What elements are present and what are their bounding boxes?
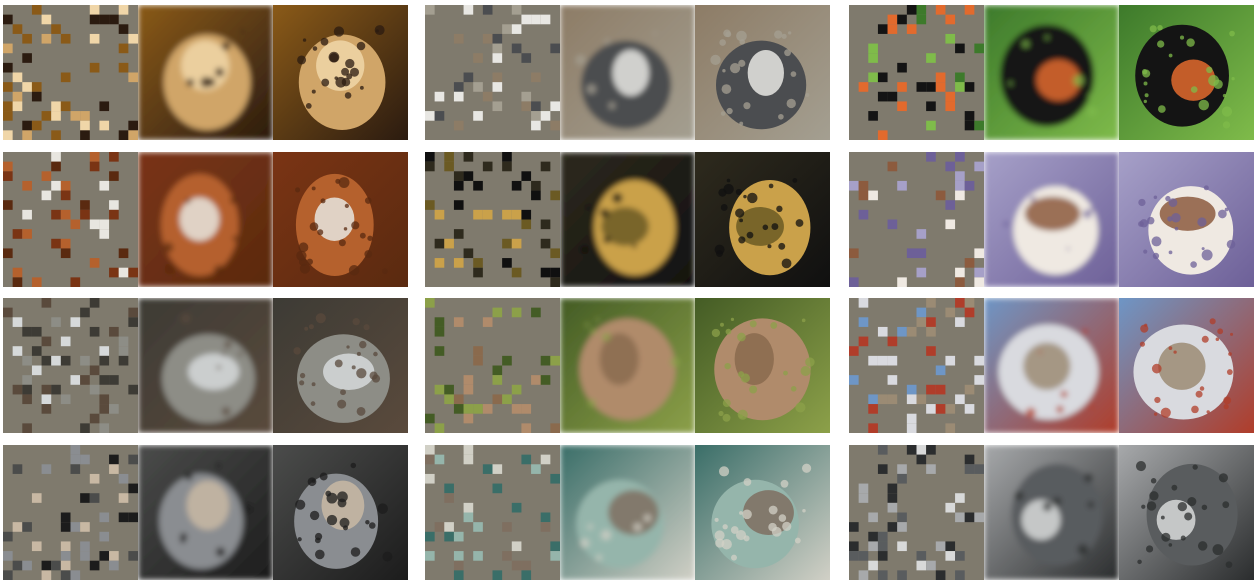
coffee-cups-reconstruction-image <box>984 152 1119 287</box>
harbor-reconstruction-image <box>984 298 1119 433</box>
church-original-image <box>1119 445 1254 580</box>
junco-bird-masked-input-graphic <box>425 5 560 140</box>
china-cabinet-original-image <box>273 152 408 287</box>
waterfall-reconstruction-image <box>138 298 273 433</box>
french-horn-original-graphic <box>695 152 830 287</box>
bear-cubs-masked-input-graphic <box>425 298 560 433</box>
junco-bird-original-graphic <box>695 5 830 140</box>
church-reconstruction-graphic <box>984 445 1119 580</box>
butterfly-original-image <box>1119 5 1254 140</box>
coffee-cups-masked-input-image <box>849 152 984 287</box>
bear-cubs-masked-input-image <box>425 298 560 433</box>
waterfall-original-graphic <box>273 298 408 433</box>
cheetah-masked-input-graphic <box>3 5 138 140</box>
coffee-cups-original-image <box>1119 152 1254 287</box>
bear-cubs-reconstruction-graphic <box>560 298 695 433</box>
cheetah-masked-input-image <box>3 5 138 140</box>
junco-bird-reconstruction-graphic <box>560 5 695 140</box>
escalator-original-graphic <box>695 445 830 580</box>
church-reconstruction-image <box>984 445 1119 580</box>
harbor-masked-input-graphic <box>849 298 984 433</box>
dog-original-image <box>273 445 408 580</box>
coffee-cups-masked-input-graphic <box>849 152 984 287</box>
dog-reconstruction-image <box>138 445 273 580</box>
harbor-masked-input-image <box>849 298 984 433</box>
church-original-graphic <box>1119 445 1254 580</box>
coffee-cups-reconstruction-graphic <box>984 152 1119 287</box>
french-horn-masked-input-graphic <box>425 152 560 287</box>
church-masked-input-graphic <box>849 445 984 580</box>
french-horn-masked-input-image <box>425 152 560 287</box>
cheetah-reconstruction-graphic <box>138 5 273 140</box>
escalator-masked-input-graphic <box>425 445 560 580</box>
china-cabinet-reconstruction-image <box>138 152 273 287</box>
escalator-reconstruction-graphic <box>560 445 695 580</box>
dog-original-graphic <box>273 445 408 580</box>
butterfly-reconstruction-graphic <box>984 5 1119 140</box>
harbor-original-image <box>1119 298 1254 433</box>
french-horn-reconstruction-image <box>560 152 695 287</box>
waterfall-masked-input-graphic <box>3 298 138 433</box>
waterfall-masked-input-image <box>3 298 138 433</box>
harbor-original-graphic <box>1119 298 1254 433</box>
escalator-reconstruction-image <box>560 445 695 580</box>
china-cabinet-masked-input-graphic <box>3 152 138 287</box>
escalator-original-image <box>695 445 830 580</box>
junco-bird-reconstruction-image <box>560 5 695 140</box>
escalator-masked-input-image <box>425 445 560 580</box>
junco-bird-original-image <box>695 5 830 140</box>
coffee-cups-original-graphic <box>1119 152 1254 287</box>
dog-masked-input-image <box>3 445 138 580</box>
butterfly-masked-input-graphic <box>849 5 984 140</box>
bear-cubs-reconstruction-image <box>560 298 695 433</box>
butterfly-reconstruction-image <box>984 5 1119 140</box>
butterfly-masked-input-image <box>849 5 984 140</box>
waterfall-original-image <box>273 298 408 433</box>
junco-bird-masked-input-image <box>425 5 560 140</box>
dog-masked-input-graphic <box>3 445 138 580</box>
china-cabinet-masked-input-image <box>3 152 138 287</box>
cheetah-original-graphic <box>273 5 408 140</box>
bear-cubs-original-image <box>695 298 830 433</box>
dog-reconstruction-graphic <box>138 445 273 580</box>
china-cabinet-original-graphic <box>273 152 408 287</box>
cheetah-original-image <box>273 5 408 140</box>
china-cabinet-reconstruction-graphic <box>138 152 273 287</box>
church-masked-input-image <box>849 445 984 580</box>
waterfall-reconstruction-graphic <box>138 298 273 433</box>
french-horn-original-image <box>695 152 830 287</box>
cheetah-reconstruction-image <box>138 5 273 140</box>
bear-cubs-original-graphic <box>695 298 830 433</box>
french-horn-reconstruction-graphic <box>560 152 695 287</box>
butterfly-original-graphic <box>1119 5 1254 140</box>
harbor-reconstruction-graphic <box>984 298 1119 433</box>
